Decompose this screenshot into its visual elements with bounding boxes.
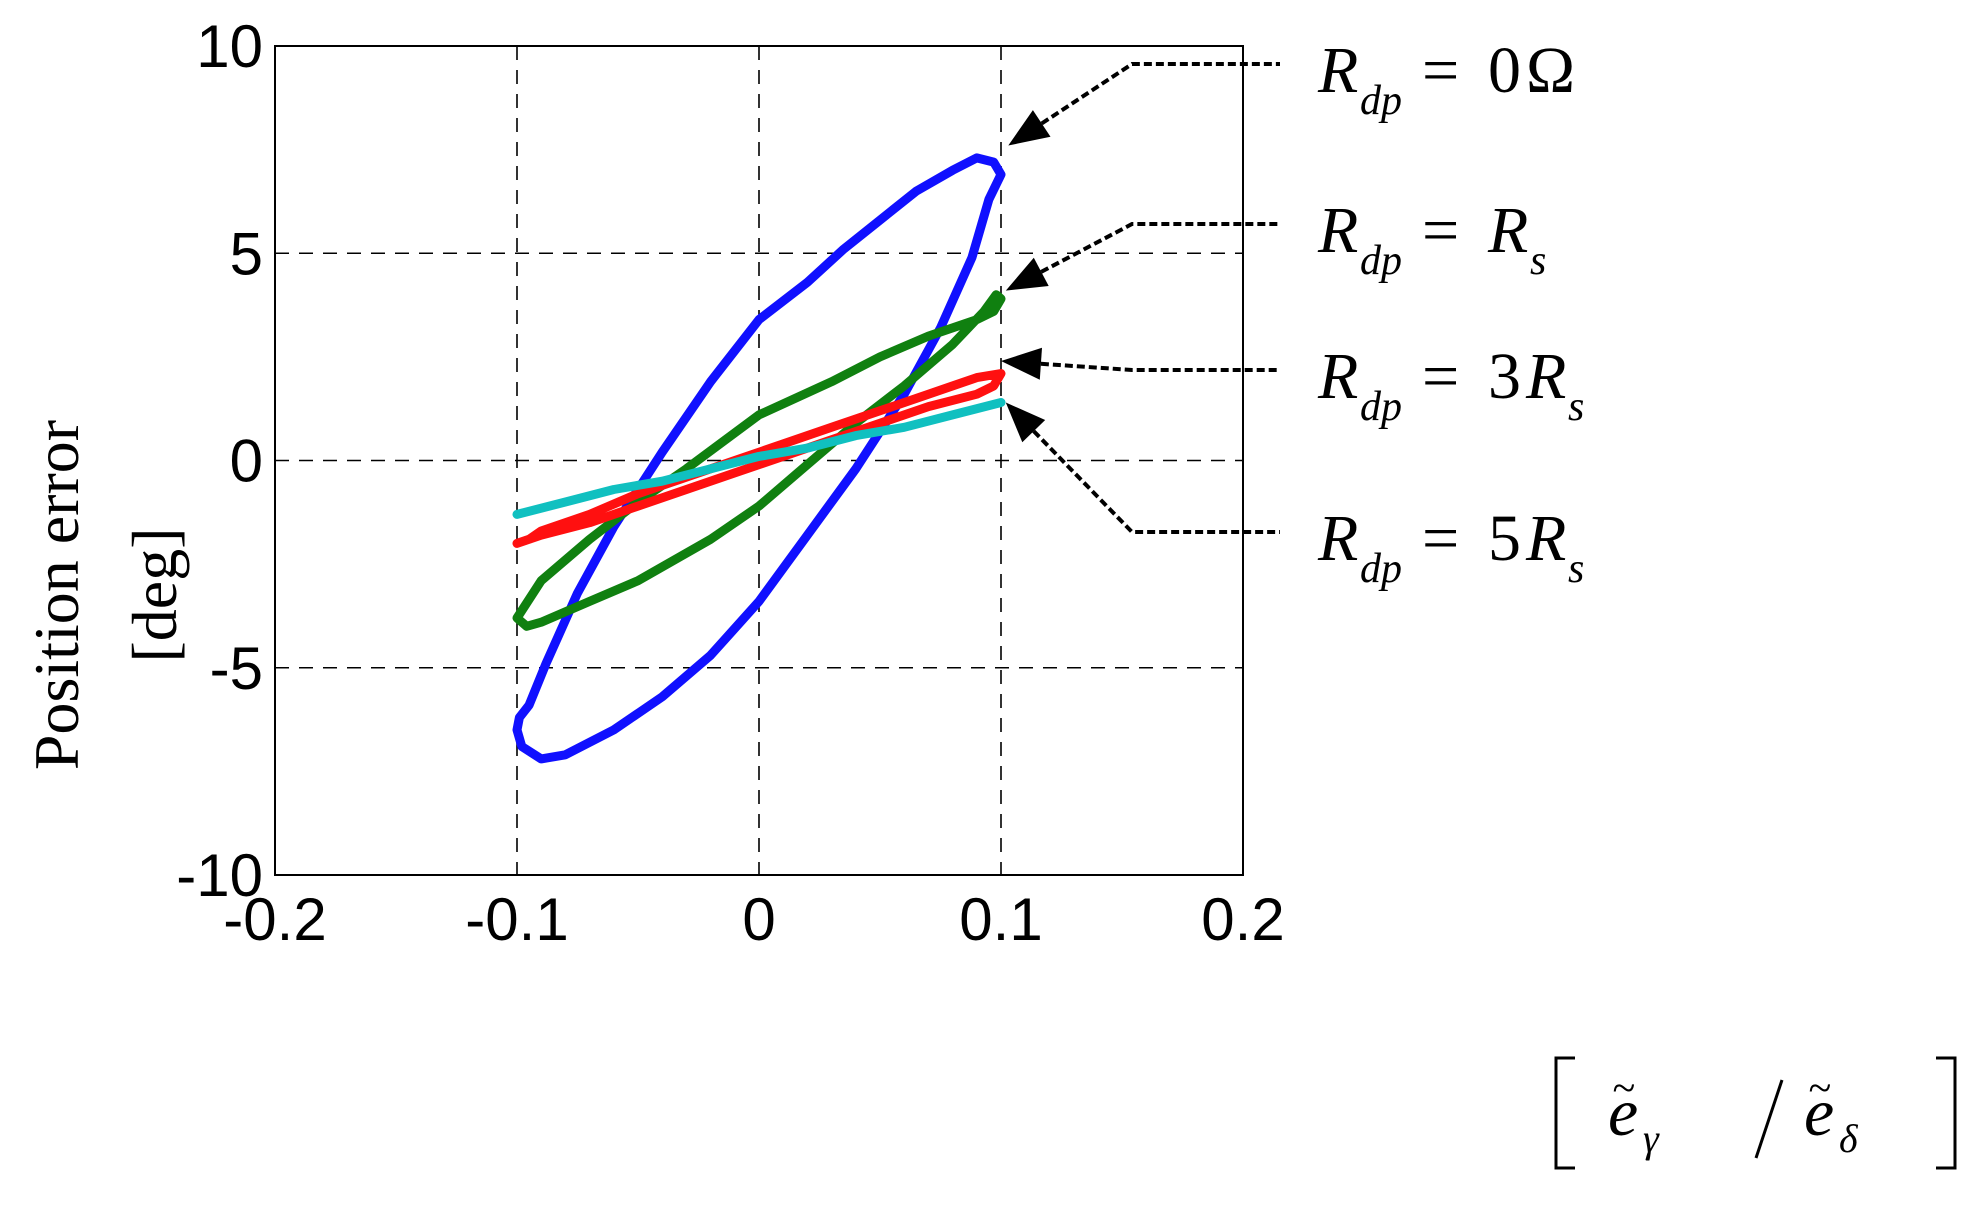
y-tick-label: 5	[230, 220, 263, 287]
x-axis-label-num-sub: γ	[1643, 1116, 1660, 1161]
annotation-rhs-coef: 0	[1488, 34, 1521, 107]
annotation-lhs: R	[1317, 340, 1358, 413]
y-axis-label-line-1: Position error	[21, 420, 92, 770]
annotation-equals: =	[1422, 34, 1459, 107]
x-axis-label-den-tilde: ~	[1808, 1066, 1831, 1112]
annotation-lhs-sub: dp	[1360, 78, 1402, 124]
annotation-rhs-coef: 3	[1488, 340, 1521, 413]
annotation-lhs: R	[1317, 502, 1358, 575]
x-axis-label-den-sub: δ	[1839, 1116, 1859, 1161]
annotation-rhs-symbol: R	[1525, 502, 1566, 575]
annotation-rhs-coef: 5	[1488, 502, 1521, 575]
y-axis-label: Position error [deg]	[21, 420, 190, 770]
series-line-2	[512, 290, 1006, 631]
annotation-rhs-symbol: R	[1525, 340, 1566, 413]
x-tick-label: 0	[742, 886, 775, 953]
annotation-rhs-symbol: R	[1487, 194, 1528, 267]
x-axis-label-slash	[1754, 1079, 1784, 1159]
y-tick-label: -10	[176, 842, 263, 909]
tick-labels: -0.2 -0.1 0 0.1 0.2 10 5 0 -5 -10	[176, 13, 1284, 953]
x-tick-label: 0.2	[1201, 886, 1284, 953]
annotation-equals: =	[1422, 194, 1459, 267]
annotation-rhs-sub: s	[1568, 546, 1584, 592]
annotation-arrowhead	[1001, 347, 1042, 380]
y-axis-label-line-2: [deg]	[119, 527, 190, 662]
annotation-lhs: R	[1317, 194, 1358, 267]
x-axis-label-den: e	[1804, 1074, 1834, 1150]
x-axis-label-right-bracket	[1936, 1056, 1957, 1170]
x-tick-label: 0.1	[959, 886, 1042, 953]
x-axis-label: ~ e γ ~ e δ	[1554, 1056, 1957, 1170]
annotation-leader-line	[1040, 361, 1280, 372]
x-axis-label-num-tilde: ~	[1612, 1066, 1635, 1112]
data-series	[512, 153, 1006, 764]
annotation-leader-line	[1040, 62, 1280, 126]
x-axis-label-left-bracket	[1554, 1056, 1575, 1170]
plot-area-frame	[274, 45, 1244, 876]
annotation-rhs-sub: s	[1568, 384, 1584, 430]
x-axis-label-num: e	[1608, 1074, 1638, 1150]
y-tick-label: 0	[230, 428, 263, 495]
annotation-lhs-sub: dp	[1360, 546, 1402, 592]
y-tick-label: 10	[196, 13, 263, 80]
annotation-lhs: R	[1317, 34, 1358, 107]
annotation-arrowhead	[1005, 257, 1049, 291]
series-line-3	[512, 369, 1006, 548]
annotation-leader-line	[1040, 222, 1280, 274]
annotation-lhs-sub: dp	[1360, 238, 1402, 284]
annotation-rhs-symbol: Ω	[1526, 34, 1575, 107]
annotation-arrowhead	[1008, 110, 1051, 146]
annotation-equals: =	[1422, 340, 1459, 413]
series-line-4	[512, 398, 1006, 519]
annotation-equals: =	[1422, 502, 1459, 575]
series-line-1	[512, 153, 1006, 764]
x-tick-label: -0.1	[465, 886, 568, 953]
annotation-lhs-sub: dp	[1360, 384, 1402, 430]
annotation-rhs-sub: s	[1530, 238, 1546, 284]
y-tick-label: -5	[210, 635, 263, 702]
x-tick-label: -0.2	[223, 886, 326, 953]
annotation-arrowhead	[1005, 402, 1046, 443]
